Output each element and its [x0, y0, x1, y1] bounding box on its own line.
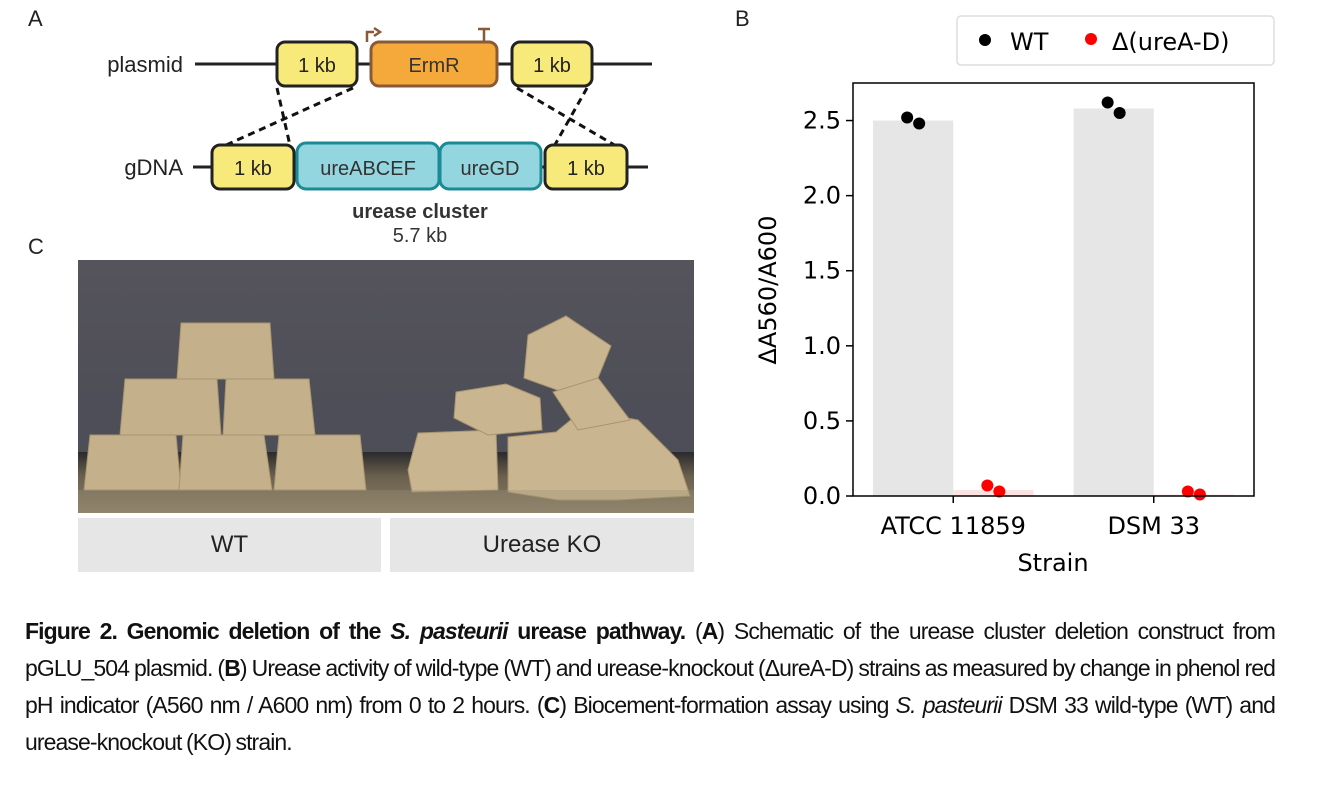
panel-label-b: B	[735, 6, 750, 31]
y-tick-label: 2.5	[803, 107, 841, 135]
svg-text:ureABCEF: ureABCEF	[320, 158, 416, 180]
legend-label-ko: Δ(ureA-D)	[1112, 28, 1230, 56]
ureabcef-gene: ureABCEF	[295, 141, 441, 191]
x-axis-label: Strain	[1017, 549, 1088, 577]
bar-1-1	[1153, 494, 1234, 496]
svg-text:1 kb: 1 kb	[567, 158, 605, 180]
data-point	[1101, 96, 1114, 109]
gdna-label: gDNA	[124, 155, 183, 180]
legend-marker-wt	[979, 34, 991, 46]
y-tick-label: 1.0	[803, 332, 841, 360]
data-point	[901, 111, 914, 124]
data-point	[1113, 107, 1126, 120]
svg-text:ureGD: ureGD	[461, 158, 520, 180]
data-point	[1193, 488, 1206, 501]
promoter-arrow-icon	[365, 26, 383, 42]
svg-text:1 kb: 1 kb	[298, 55, 336, 77]
plasmid-arm-left: 1 kb	[275, 40, 359, 88]
deletion-construct-diagram: plasmid gDNA 1 kb ErmR 1 kb 1 kb ureABCE…	[107, 26, 652, 247]
y-tick-label: 0.0	[803, 482, 841, 510]
panel-label-a: A	[28, 6, 43, 31]
plasmid-label: plasmid	[107, 52, 183, 77]
cluster-size: 5.7 kb	[393, 225, 447, 247]
bar-1-0	[953, 489, 1034, 496]
plot-frame	[852, 82, 1255, 497]
plasmid-arm-right: 1 kb	[510, 40, 594, 88]
ko-crumbled-blocks	[407, 315, 691, 501]
data-point	[981, 479, 994, 492]
y-tick-label: 1.5	[803, 257, 841, 285]
data-point	[1181, 485, 1194, 498]
cluster-title: urease cluster	[352, 201, 488, 223]
y-tick-label: 2.0	[803, 182, 841, 210]
ko-photo-label: Urease KO	[390, 518, 694, 572]
y-axis-label: ΔA560/A600	[754, 216, 782, 365]
biocement-photo	[78, 260, 694, 513]
legend: WT Δ(ureA-D)	[956, 15, 1275, 66]
legend-label-wt: WT	[1010, 28, 1049, 56]
data-point	[913, 117, 926, 130]
figure-caption: Figure 2. Genomic deletion of the S. pas…	[25, 618, 1276, 755]
x-tick-label: ATCC 11859	[881, 512, 1026, 540]
wt-block-pyramid	[83, 322, 367, 491]
caption-title: Figure 2. Genomic deletion of the S. pas…	[25, 618, 686, 644]
y-tick-label: 0.5	[803, 407, 841, 435]
bar-0-0	[873, 120, 954, 496]
panel-label-c: C	[28, 234, 44, 259]
wt-photo-label: WT	[78, 518, 381, 572]
gdna-arm-left: 1 kb	[210, 143, 296, 191]
crossover-lines	[214, 86, 624, 152]
bar-0-1	[1073, 108, 1154, 496]
svg-text:1 kb: 1 kb	[533, 55, 571, 77]
uregd-gene: ureGD	[438, 141, 543, 191]
data-point	[993, 485, 1006, 498]
gdna-arm-right: 1 kb	[543, 143, 629, 191]
ermr-gene: ErmR	[365, 26, 499, 88]
svg-text:ErmR: ErmR	[408, 55, 459, 77]
urease-activity-chart: WT Δ(ureA-D) 0.0 0.5 1.0 1.5 2.0 2.5 ATCC 118…	[754, 15, 1275, 577]
svg-text:1 kb: 1 kb	[234, 158, 272, 180]
x-tick-label: DSM 33	[1107, 512, 1200, 540]
terminator-icon	[478, 27, 490, 42]
legend-marker-ko	[1085, 33, 1097, 45]
